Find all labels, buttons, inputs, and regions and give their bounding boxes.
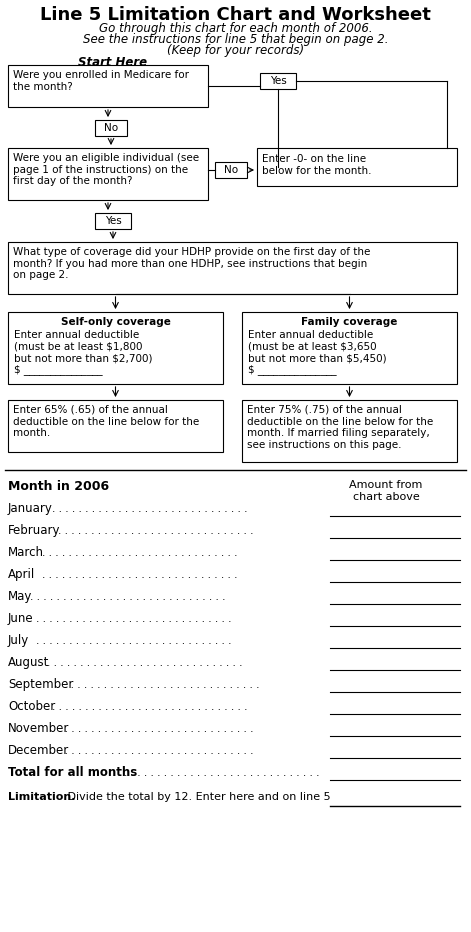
- Text: November: November: [8, 722, 69, 735]
- Text: March: March: [8, 546, 44, 559]
- Text: January: January: [8, 502, 53, 515]
- Text: . . . . . . . . . . . . . . . . . . . . . . . . . . . . . .: . . . . . . . . . . . . . . . . . . . . …: [31, 592, 229, 602]
- Text: Family coverage: Family coverage: [301, 317, 398, 327]
- Text: September: September: [8, 678, 73, 691]
- Bar: [257, 148, 457, 186]
- Text: August: August: [8, 656, 49, 669]
- Text: $ _______________: $ _______________: [248, 364, 337, 375]
- Text: Limitation.: Limitation.: [8, 792, 75, 802]
- Text: Enter -0- on the line
below for the month.: Enter -0- on the line below for the mont…: [262, 154, 372, 175]
- Text: What type of coverage did your HDHP provide on the first day of the
month? If yo: What type of coverage did your HDHP prov…: [13, 247, 370, 281]
- Text: July: July: [8, 634, 29, 647]
- Text: No: No: [104, 123, 118, 133]
- Text: Enter 65% (.65) of the annual
deductible on the line below for the
month.: Enter 65% (.65) of the annual deductible…: [13, 405, 199, 438]
- Text: April: April: [8, 568, 35, 581]
- Text: . . . . . . . . . . . . . . . . . . . . . . . . . . . . . .: . . . . . . . . . . . . . . . . . . . . …: [36, 614, 235, 624]
- Bar: [215, 162, 247, 178]
- Bar: [95, 213, 131, 229]
- Text: . . . . . . . . . . . . . . . . . . . . . . . . . . . . . .: . . . . . . . . . . . . . . . . . . . . …: [52, 702, 251, 712]
- Text: . . . . . . . . . . . . . . . . . . . . . . . . . . . . . .: . . . . . . . . . . . . . . . . . . . . …: [41, 570, 240, 580]
- Text: Yes: Yes: [269, 76, 286, 86]
- Bar: [242, 312, 457, 384]
- Text: . . . . . . . . . . . . . . . . . . . . . . . . . . . . . .: . . . . . . . . . . . . . . . . . . . . …: [47, 658, 246, 668]
- Text: (Keep for your records): (Keep for your records): [167, 44, 304, 57]
- Text: . . . . . . . . . . . . . . . . . . . . . . . . . . . . . .: . . . . . . . . . . . . . . . . . . . . …: [41, 548, 240, 558]
- Text: . . . . . . . . . . . . . . . . . . . . . . . . . . . . . .: . . . . . . . . . . . . . . . . . . . . …: [124, 768, 323, 778]
- Text: Were you enrolled in Medicare for
the month?: Were you enrolled in Medicare for the mo…: [13, 70, 189, 91]
- Text: Yes: Yes: [105, 216, 122, 226]
- Text: Were you an eligible individual (see
page 1 of the instructions) on the
first da: Were you an eligible individual (see pag…: [13, 153, 199, 186]
- Bar: [242, 400, 457, 462]
- Text: Go through this chart for each month of 2006.: Go through this chart for each month of …: [99, 22, 372, 35]
- Text: $ _______________: $ _______________: [14, 364, 103, 375]
- Text: Self-only coverage: Self-only coverage: [61, 317, 171, 327]
- Text: . . . . . . . . . . . . . . . . . . . . . . . . . . . . . .: . . . . . . . . . . . . . . . . . . . . …: [58, 724, 257, 734]
- Text: December: December: [8, 744, 69, 757]
- Text: October: October: [8, 700, 55, 713]
- Text: Amount from
chart above: Amount from chart above: [349, 480, 422, 501]
- Text: . . . . . . . . . . . . . . . . . . . . . . . . . . . . . .: . . . . . . . . . . . . . . . . . . . . …: [36, 636, 235, 646]
- Text: Start Here: Start Here: [79, 56, 147, 69]
- Bar: [260, 73, 296, 89]
- Text: Total for all months: Total for all months: [8, 766, 137, 779]
- Text: See the instructions for line 5 that begin on page 2.: See the instructions for line 5 that beg…: [83, 33, 388, 46]
- Text: Enter annual deductible
(must be at least $1,800
but not more than $2,700): Enter annual deductible (must be at leas…: [14, 330, 153, 363]
- Text: . . . . . . . . . . . . . . . . . . . . . . . . . . . . . .: . . . . . . . . . . . . . . . . . . . . …: [58, 746, 257, 756]
- Text: Enter annual deductible
(must be at least $3,650
but not more than $5,450): Enter annual deductible (must be at leas…: [248, 330, 387, 363]
- Text: Line 5 Limitation Chart and Worksheet: Line 5 Limitation Chart and Worksheet: [40, 6, 431, 24]
- Text: . . . . . . . . . . . . . . . . . . . . . . . . . . . . . .: . . . . . . . . . . . . . . . . . . . . …: [64, 680, 262, 690]
- Text: . . . . . . . . . . . . . . . . . . . . . . . . . . . . . .: . . . . . . . . . . . . . . . . . . . . …: [58, 526, 257, 536]
- Text: May: May: [8, 590, 32, 603]
- Text: February: February: [8, 524, 60, 537]
- Text: Enter 75% (.75) of the annual
deductible on the line below for the
month. If mar: Enter 75% (.75) of the annual deductible…: [247, 405, 433, 450]
- Text: . . . . . . . . . . . . . . . . . . . . . . . . . . . . . .: . . . . . . . . . . . . . . . . . . . . …: [52, 504, 251, 514]
- Text: Month in 2006: Month in 2006: [8, 480, 109, 493]
- Bar: [8, 400, 223, 452]
- Bar: [8, 242, 457, 294]
- Text: June: June: [8, 612, 33, 625]
- Bar: [8, 65, 208, 107]
- Bar: [8, 148, 208, 200]
- Bar: [8, 312, 223, 384]
- Text: Divide the total by 12. Enter here and on line 5: Divide the total by 12. Enter here and o…: [64, 792, 331, 802]
- Bar: [95, 120, 127, 136]
- Text: No: No: [224, 165, 238, 175]
